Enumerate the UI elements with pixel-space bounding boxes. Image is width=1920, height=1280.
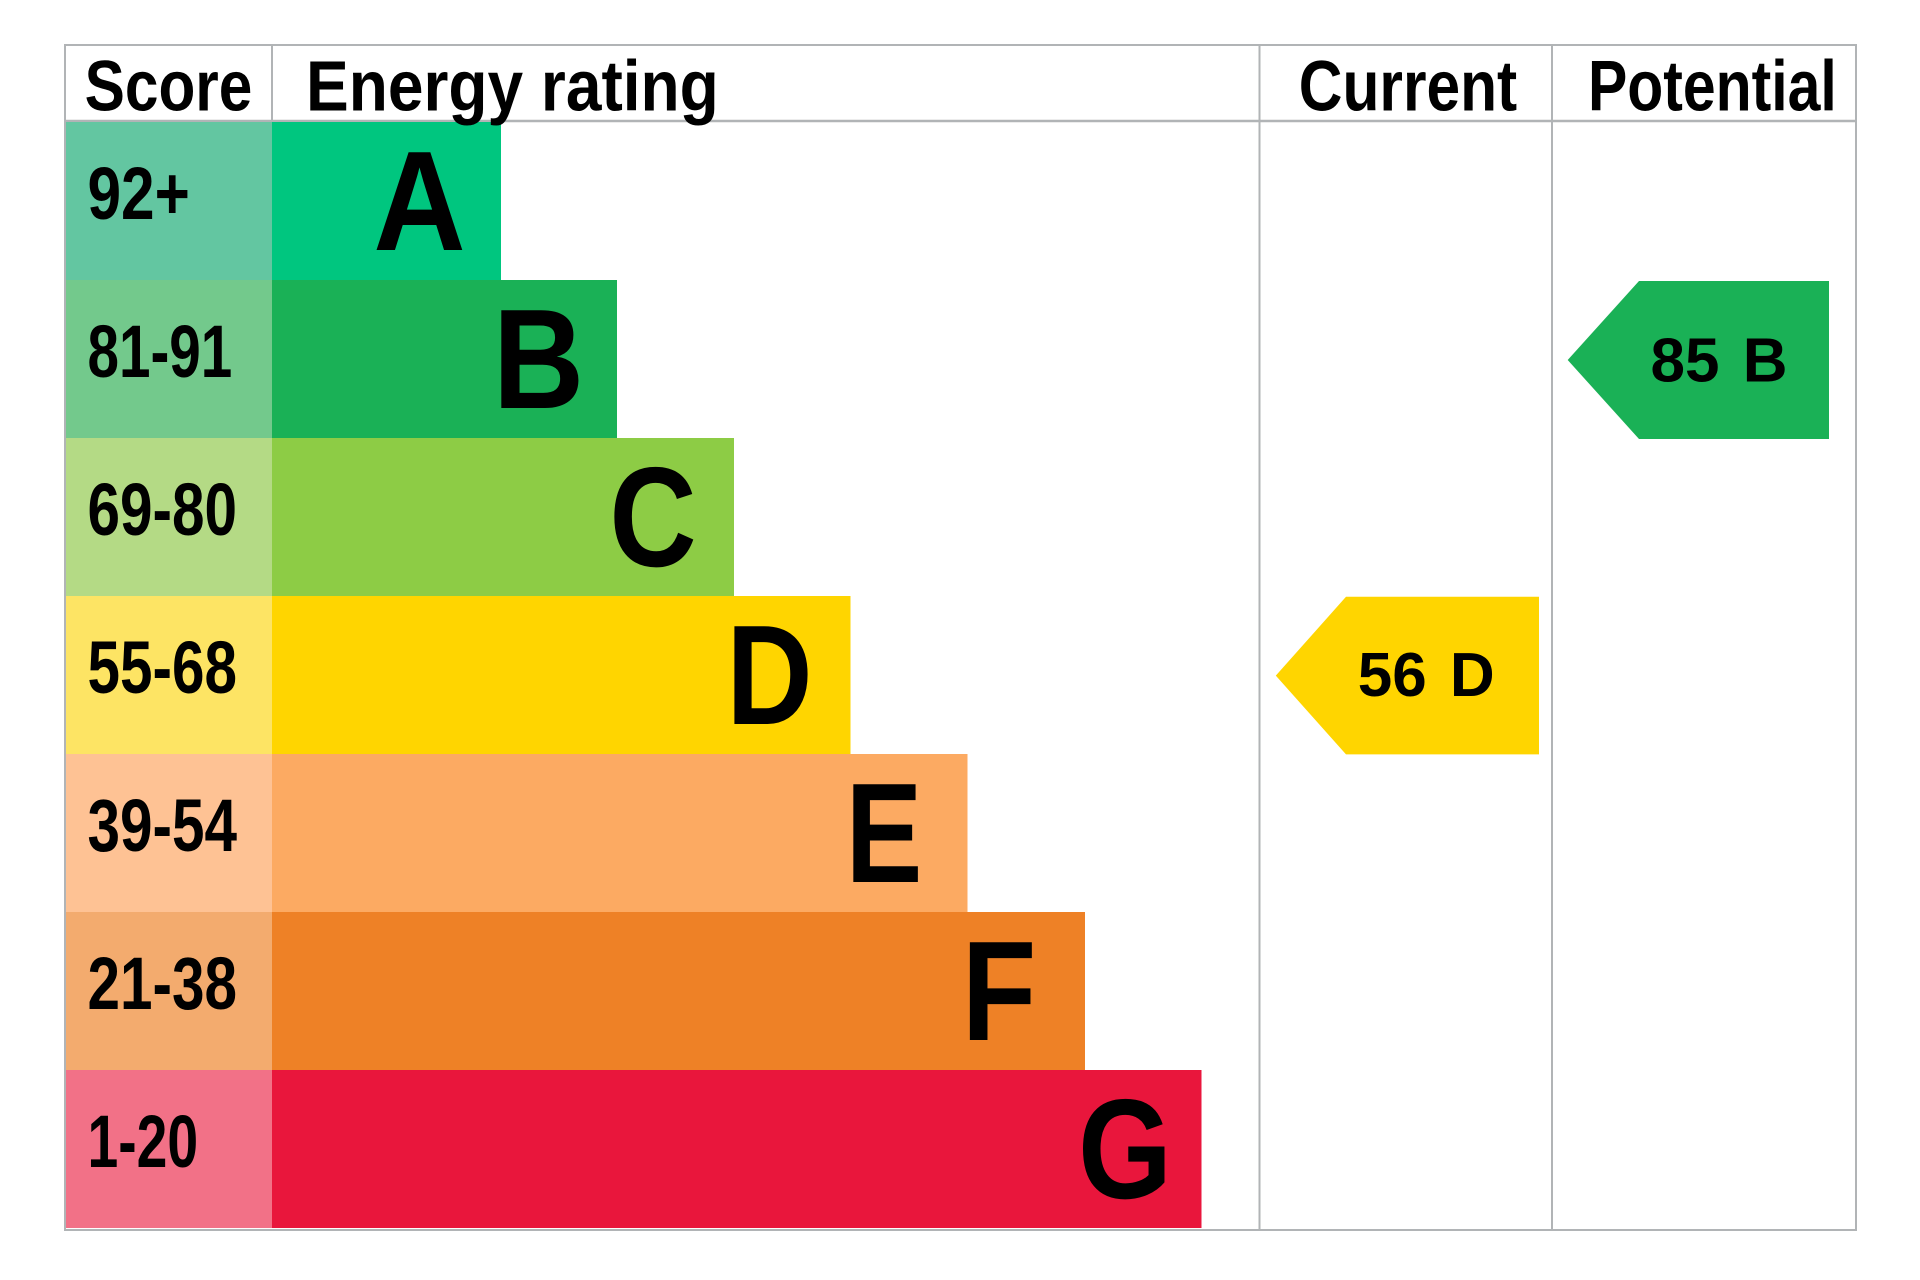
svg-text:81-91: 81-91 bbox=[88, 310, 233, 393]
svg-text:Energy rating: Energy rating bbox=[306, 47, 719, 126]
svg-text:85 B: 85 B bbox=[1651, 327, 1788, 396]
svg-text:B: B bbox=[493, 280, 584, 438]
svg-text:Score: Score bbox=[85, 46, 253, 126]
svg-text:56 D: 56 D bbox=[1358, 641, 1495, 710]
svg-text:C: C bbox=[609, 438, 696, 596]
svg-text:39-54: 39-54 bbox=[88, 786, 237, 868]
svg-text:F: F bbox=[962, 912, 1037, 1071]
svg-text:92+: 92+ bbox=[88, 153, 190, 235]
svg-text:1-20: 1-20 bbox=[88, 1100, 199, 1183]
svg-text:Potential: Potential bbox=[1588, 46, 1837, 125]
svg-text:Current: Current bbox=[1299, 46, 1517, 126]
svg-text:69-80: 69-80 bbox=[88, 470, 237, 552]
svg-text:G: G bbox=[1078, 1070, 1172, 1228]
svg-text:55-68: 55-68 bbox=[88, 628, 237, 710]
svg-text:E: E bbox=[846, 755, 923, 913]
svg-text:A: A bbox=[373, 122, 465, 281]
svg-text:21-38: 21-38 bbox=[88, 944, 237, 1026]
svg-text:D: D bbox=[726, 595, 812, 754]
